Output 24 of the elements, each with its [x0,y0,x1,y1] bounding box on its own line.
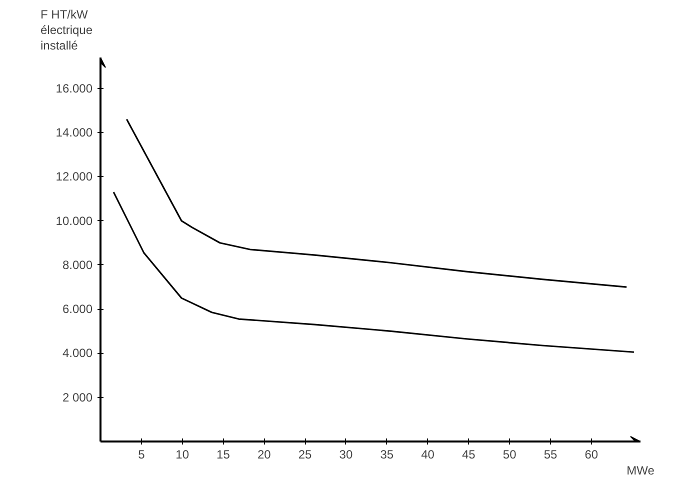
x-tick-label: 30 [339,448,353,462]
y-tick-label: 10.000 [56,214,93,228]
x-tick-label: 55 [544,448,558,462]
y-tick-label: 16.000 [56,81,93,96]
x-tick-label: 20 [257,448,272,462]
y-tick-label: 4.000 [62,346,93,360]
x-tick-label: 10 [176,448,190,462]
x-tick-label: 15 [216,448,230,462]
line-series [112,191,635,353]
y-tick-label: 14.000 [56,126,93,140]
x-tick-label: 45 [462,448,476,462]
y-tick-label: 2 000 [62,390,93,404]
line-series [126,118,628,288]
y-tick-label: 12.000 [56,170,93,184]
x-axis-title: MWe [626,464,655,478]
y-tick-label: 6.000 [62,302,93,316]
x-tick-label: 40 [421,448,435,462]
y-axis-title: F HT/kW électrique installé [40,8,93,52]
y-tick-label: 8.000 [62,258,93,272]
x-tick-label: 5 [138,448,146,462]
x-tick-label: 25 [298,448,312,462]
x-tick-label: 35 [380,448,394,462]
x-tick-label: 50 [502,448,517,462]
x-tick-label: 60 [584,448,598,462]
